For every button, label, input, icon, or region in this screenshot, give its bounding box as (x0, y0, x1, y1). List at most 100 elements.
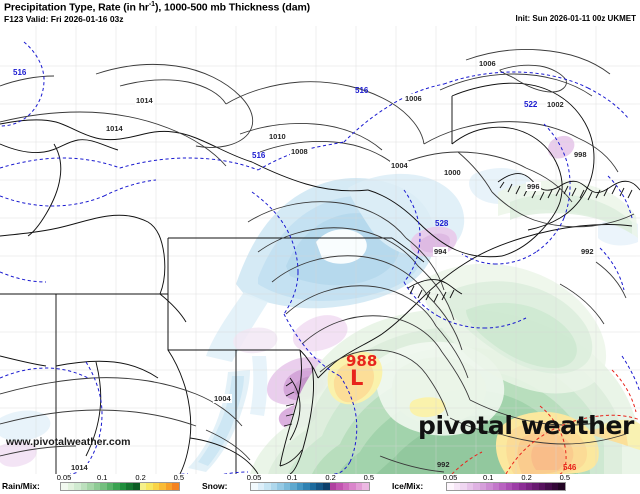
legend-tick: 0.2 (325, 473, 336, 482)
thickness-contours-cold (0, 41, 640, 474)
legend-swatch (519, 483, 526, 490)
legend-swatch (525, 483, 533, 490)
init-time-label: Init: Sun 2026-01-11 00z UKMET (515, 14, 636, 23)
legend-swatch (152, 483, 160, 490)
legend-swatch (87, 483, 94, 490)
legend-colorbar-ice-mix[interactable] (446, 482, 566, 491)
mslp-label: 1014 (70, 463, 89, 472)
map-svg (0, 26, 640, 474)
legend-swatch (532, 483, 539, 490)
legend-ticks-snow: 0.05 0.1 0.2 0.5 (247, 473, 374, 482)
legend-swatch (165, 483, 173, 490)
legend-swatch (473, 483, 480, 490)
legend-swatch (106, 483, 114, 490)
legend-swatch (466, 483, 474, 490)
legend-swatch (512, 483, 520, 490)
map-header: Precipitation Type, Rate (in hr-1), 1000… (0, 0, 640, 26)
color-legend: Rain/Mix: 0.05 0.1 0.2 0.5 Snow: 0.05 0.… (0, 473, 640, 494)
legend-colorbar-snow[interactable] (250, 482, 370, 491)
legend-tick: 0.05 (246, 473, 262, 482)
legend-swatch (538, 483, 546, 490)
legend-group-snow: Snow: 0.05 0.1 0.2 0.5 (202, 473, 374, 494)
legend-swatch (336, 483, 343, 490)
legend-swatch (80, 483, 88, 490)
thickness-label: 516 (355, 86, 369, 95)
brand-watermark: pivotal weather (418, 411, 634, 440)
legend-swatch (558, 483, 565, 490)
legend-swatch (460, 483, 467, 490)
legend-swatch (453, 483, 461, 490)
thickness-contours-warm (451, 369, 640, 474)
state-borders (0, 82, 633, 474)
legend-swatch (505, 483, 513, 490)
legend-tick: 0.1 (97, 473, 108, 482)
legend-tick: 0.5 (363, 473, 375, 482)
legend-swatch (551, 483, 559, 490)
legend-ticks-rain-mix: 0.05 0.1 0.2 0.5 (57, 473, 184, 482)
legend-swatch (61, 483, 68, 490)
mslp-label: 996 (526, 182, 541, 191)
low-pressure-value: 988 (346, 352, 378, 370)
mslp-label: 1006 (404, 94, 423, 103)
mslp-label: 1014 (135, 96, 154, 105)
legend-tick: 0.5 (559, 473, 571, 482)
legend-swatch (139, 483, 147, 490)
legend-tick: 0.1 (287, 473, 298, 482)
mslp-label: 1004 (390, 161, 409, 170)
legend-swatch (492, 483, 500, 490)
thickness-label: 528 (435, 219, 449, 228)
legend-group-ice-mix: Ice/Mix: 0.05 0.1 0.2 0.5 (392, 473, 572, 494)
page-title: Precipitation Type, Rate (in hr-1), 1000… (4, 1, 311, 14)
legend-swatch (290, 483, 297, 490)
coastline-detail (283, 173, 640, 441)
mslp-label: 994 (433, 247, 448, 256)
legend-swatch (264, 483, 271, 490)
legend-label-ice-mix: Ice/Mix: (392, 481, 424, 491)
legend-swatch (67, 483, 75, 490)
map-canvas[interactable]: 1014 1014 1010 1008 1006 1006 1004 1002 … (0, 26, 640, 474)
legend-swatch (303, 483, 310, 490)
thickness-label: 522 (524, 100, 538, 109)
legend-swatch (499, 483, 506, 490)
low-pressure-symbol: L (350, 366, 364, 390)
legend-swatch (342, 483, 350, 490)
legend-swatch (479, 483, 487, 490)
legend-colorbar-rain-mix[interactable] (60, 482, 180, 491)
legend-swatch (257, 483, 265, 490)
legend-swatch (133, 483, 140, 490)
mslp-label: 998 (573, 150, 588, 159)
legend-swatch (309, 483, 317, 490)
legend-swatch (447, 483, 454, 490)
legend-tick: 0.1 (483, 473, 494, 482)
legend-tick: 0.2 (135, 473, 146, 482)
mslp-label: 1008 (290, 147, 309, 156)
legend-swatch (119, 483, 127, 490)
legend-tick: 0.2 (521, 473, 532, 482)
legend-swatch (251, 483, 258, 490)
legend-ticks-ice-mix: 0.05 0.1 0.2 0.5 (443, 473, 570, 482)
legend-swatch (283, 483, 291, 490)
mslp-label: 992 (437, 460, 450, 469)
legend-swatch (486, 483, 493, 490)
mslp-label: 1000 (443, 168, 462, 177)
legend-tick: 0.05 (56, 473, 72, 482)
legend-swatch (93, 483, 101, 490)
legend-swatch (270, 483, 278, 490)
thickness-label: 546 (563, 463, 577, 472)
legend-group-rain-mix: Rain/Mix: 0.05 0.1 0.2 0.5 (2, 473, 184, 494)
legend-swatch (159, 483, 166, 490)
county-borders (0, 26, 640, 474)
legend-swatch (329, 483, 337, 490)
mslp-label: 1002 (546, 100, 565, 109)
legend-swatch (126, 483, 134, 490)
legend-swatch (113, 483, 120, 490)
legend-tick: 0.05 (442, 473, 458, 482)
valid-time-label: F123 Valid: Fri 2026-01-16 03z (4, 14, 124, 24)
mslp-label: 1010 (268, 132, 287, 141)
legend-swatch (545, 483, 552, 490)
legend-swatch (323, 483, 330, 490)
website-watermark[interactable]: www.pivotalweather.com (6, 436, 131, 448)
thickness-label: 516 (13, 68, 27, 77)
mslp-label: 1014 (105, 124, 124, 133)
